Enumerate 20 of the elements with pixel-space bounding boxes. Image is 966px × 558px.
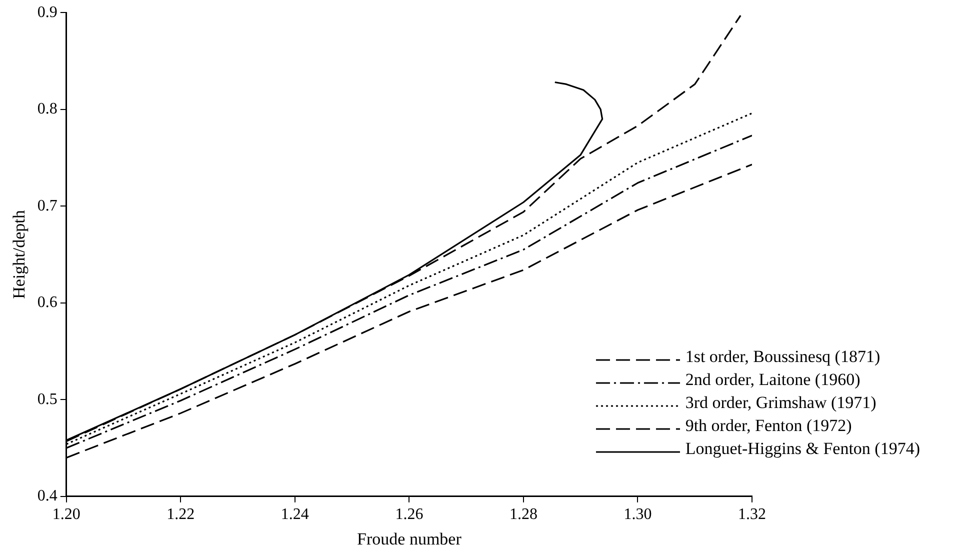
x-tick-label: 1.20	[52, 506, 80, 524]
legend-label: 3rd order, Grimshaw (1971)	[685, 392, 876, 414]
x-tick-label: 1.32	[738, 506, 766, 524]
x-tick-label: 1.26	[395, 506, 424, 524]
y-tick-label: 0.4	[37, 488, 58, 505]
x-tick-label: 1.24	[280, 506, 309, 524]
legend-label: 9th order, Fenton (1972)	[685, 415, 852, 437]
legend-label: Longuet-Higgins & Fenton (1974)	[685, 438, 920, 460]
x-tick-label: 1.28	[509, 506, 538, 524]
y-axis-title: Height/depth	[10, 210, 29, 299]
x-axis-title: Froude number	[357, 529, 462, 548]
y-tick-label: 0.5	[37, 390, 58, 408]
legend-label: 2nd order, Laitone (1960)	[685, 369, 860, 391]
y-tick-label: 0.8	[37, 100, 58, 118]
y-tick-label: 0.9	[37, 4, 58, 21]
y-tick-label: 0.6	[37, 294, 58, 312]
y-tick-label: 0.7	[37, 197, 58, 214]
legend-label: 1st order, Boussinesq (1871)	[685, 346, 880, 368]
x-tick-label: 1.22	[166, 506, 195, 524]
x-tick-label: 1.30	[624, 506, 652, 524]
